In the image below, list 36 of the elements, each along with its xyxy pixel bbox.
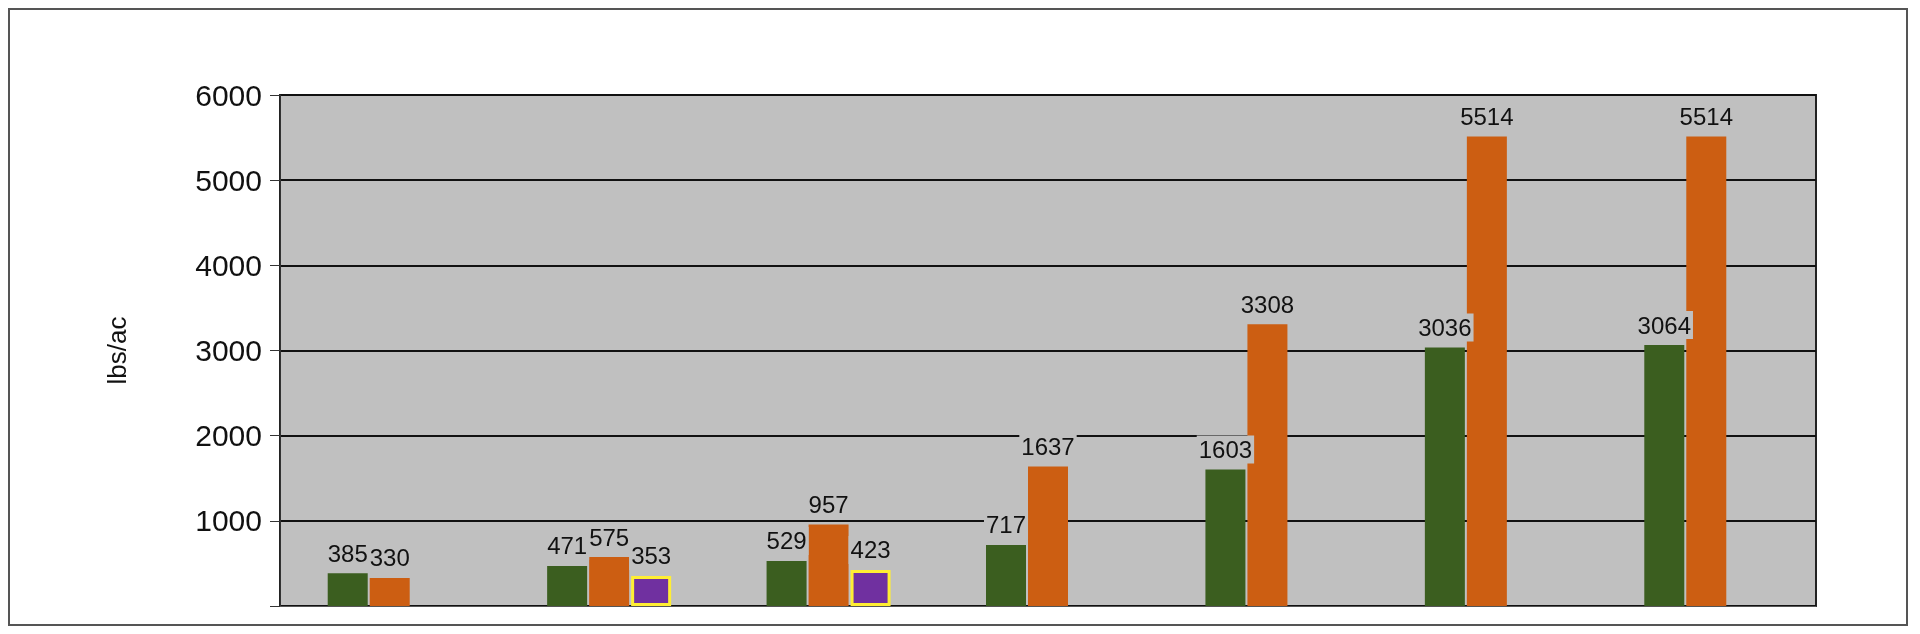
bar — [1424, 347, 1465, 606]
y-tick-label: 2000 — [195, 419, 262, 453]
data-label: 5514 — [1679, 102, 1733, 130]
data-label: 717 — [985, 511, 1027, 539]
bar — [631, 575, 672, 606]
bar — [850, 569, 891, 606]
y-tick-label: 1000 — [195, 504, 262, 538]
bar — [369, 577, 410, 606]
bar — [766, 560, 807, 606]
data-label: 3308 — [1240, 290, 1295, 318]
bar — [589, 557, 630, 606]
data-label: 471 — [547, 532, 588, 560]
bar — [1028, 466, 1068, 606]
y-tick-label: 6000 — [195, 78, 262, 112]
data-label: 3036 — [1418, 313, 1472, 341]
bar — [327, 573, 368, 606]
bar — [1644, 345, 1685, 606]
y-axis-title: lbs/ac — [102, 316, 132, 385]
data-label: 353 — [631, 542, 672, 570]
y-tick-label: 5000 — [195, 163, 262, 197]
bar — [547, 565, 588, 606]
data-label: 3064 — [1637, 311, 1691, 339]
y-tick-label: 3000 — [195, 334, 262, 367]
data-label: 1637 — [1021, 433, 1075, 461]
data-label: 1603 — [1198, 435, 1253, 463]
bar — [808, 524, 849, 606]
data-label: 5514 — [1460, 102, 1514, 130]
y-tick-label: 4000 — [195, 248, 262, 282]
bar — [1205, 469, 1246, 606]
data-label: 529 — [766, 527, 807, 555]
bar — [986, 544, 1026, 606]
data-label: 957 — [808, 491, 849, 518]
data-label: 423 — [850, 536, 891, 564]
data-label: 330 — [369, 544, 410, 572]
data-label: 575 — [589, 523, 630, 551]
data-label: 385 — [327, 539, 368, 567]
